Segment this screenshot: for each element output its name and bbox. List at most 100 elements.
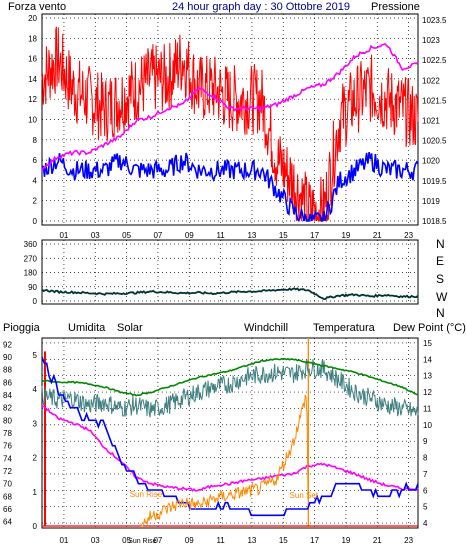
- wind-tick-label: 8: [33, 136, 38, 145]
- graph-title: 24 hour graph day : 30 Ottobre 2019: [172, 1, 350, 13]
- hour-tick-label: 23: [404, 231, 413, 240]
- hour-tick-label: 15: [279, 536, 288, 545]
- humidity-tick-label: 66: [3, 505, 12, 514]
- temperature-tick-label: 8: [423, 454, 428, 463]
- humidity-tick-label: 92: [3, 340, 12, 349]
- legend-temperature: Temperatura: [313, 322, 376, 334]
- wind-tick-label: 20: [28, 14, 37, 23]
- compass-label: N: [436, 306, 445, 320]
- pressure-tick-label: 1022.5: [422, 56, 447, 65]
- hour-tick-label: 17: [310, 536, 319, 545]
- pressure-tick-label: 1019: [422, 197, 440, 206]
- humidity-tick-label: 76: [3, 442, 12, 451]
- pressure-tick-label: 1021: [422, 117, 440, 126]
- wind-tick-label: 6: [33, 156, 38, 165]
- hour-tick-label: 13: [247, 231, 256, 240]
- humidity-tick-label: 84: [3, 391, 12, 400]
- pressure-tick-label: 1020.5: [422, 137, 447, 146]
- hour-tick-label: 21: [373, 536, 382, 545]
- legend-solar: Solar: [117, 322, 143, 334]
- direction-tick-label: 360: [24, 240, 38, 249]
- wind-pressure-chart: 0 2 4 6 8 10 12 14 16 18 20 1018.5 1019 1019.5 1020 102…: [28, 14, 447, 240]
- direction-tick-label: 180: [24, 269, 38, 278]
- temperature-tick-label: 10: [423, 421, 432, 430]
- legend-rain: Pioggia: [3, 322, 41, 334]
- pressure-tick-label: 1022: [422, 76, 440, 85]
- direction-tick-label: 90: [28, 283, 37, 292]
- hour-tick-label: 15: [279, 231, 288, 240]
- temperature-tick-label: 4: [423, 519, 428, 528]
- compass-label: N: [436, 237, 445, 251]
- wind-tick-label: 10: [28, 116, 37, 125]
- compass-label: E: [436, 254, 444, 268]
- temperature-tick-label: 12: [423, 388, 432, 397]
- pressure-tick-label: 1023.5: [422, 16, 447, 25]
- hour-tick-label: 23: [404, 536, 413, 545]
- humidity-tick-label: 82: [3, 404, 12, 413]
- humidity-tick-label: 74: [3, 454, 12, 463]
- temperature-tick-label: 5: [423, 503, 428, 512]
- temperature-tick-label: 11: [423, 404, 432, 413]
- gust-series: [41, 151, 419, 222]
- pressure-tick-label: 1023: [422, 36, 440, 45]
- weather-frame: [41, 337, 419, 529]
- direction-series: [41, 287, 419, 301]
- direction-tick-label: 0: [33, 297, 38, 306]
- temperature-tick-label: 7: [423, 470, 428, 479]
- temperature-tick-label: 6: [423, 486, 428, 495]
- temperature-tick-label: 15: [423, 339, 432, 348]
- hour-tick-label: 09: [185, 231, 194, 240]
- temperature-tick-label: 13: [423, 372, 432, 381]
- wind-axis-title: Forza vento: [8, 1, 66, 13]
- rain-tick-label: 2: [33, 454, 38, 463]
- hour-tick-label: 17: [310, 231, 319, 240]
- sunset-label: Sun Set: [290, 491, 319, 500]
- hour-tick-label: 01: [59, 536, 68, 545]
- hour-tick-label: 07: [153, 231, 162, 240]
- rain-bar: [44, 351, 46, 526]
- hour-tick-label: 01: [59, 231, 68, 240]
- humidity-tick-label: 64: [3, 518, 12, 527]
- rain-tick-label: 1: [33, 488, 38, 497]
- humidity-series: [41, 356, 419, 517]
- wind-series: [41, 26, 419, 222]
- hour-tick-label: 09: [185, 536, 194, 545]
- wind-tick-label: 18: [28, 34, 37, 43]
- rain-tick-label: 4: [33, 385, 38, 394]
- legend-dewpoint: Dew Point (°C): [393, 322, 466, 334]
- hour-tick-label: 03: [91, 231, 100, 240]
- pressure-series: [41, 42, 419, 171]
- wind-tick-label: 16: [28, 55, 37, 64]
- rain-tick-label: 5: [33, 351, 38, 360]
- pressure-axis-title: Pressione: [371, 1, 420, 13]
- humidity-tick-label: 72: [3, 467, 12, 476]
- hour-tick-label: 11: [216, 536, 225, 545]
- humidity-tick-label: 70: [3, 480, 12, 489]
- weather-chart: 6466687072747678808284868890920123454567…: [3, 338, 432, 545]
- wind-tick-label: 2: [33, 197, 38, 206]
- hour-tick-label: 19: [341, 231, 350, 240]
- hour-tick-label: 11: [216, 231, 225, 240]
- humidity-tick-label: 78: [3, 429, 12, 438]
- hour-tick-label: 13: [247, 536, 256, 545]
- humidity-tick-label: 86: [3, 378, 12, 387]
- humidity-tick-label: 90: [3, 353, 12, 362]
- windchill-series: [41, 359, 419, 418]
- rain-tick-label: 3: [33, 419, 38, 428]
- pressure-tick-label: 1019.5: [422, 177, 447, 186]
- hour-tick-label: 03: [91, 536, 100, 545]
- dewpoint-series: [41, 405, 419, 492]
- compass-label: W: [436, 290, 448, 304]
- hour-tick-label: 07: [153, 536, 162, 545]
- humidity-tick-label: 68: [3, 492, 12, 501]
- legend-humidity: Umidita: [68, 322, 106, 334]
- solar-series: [140, 394, 309, 527]
- humidity-tick-label: 88: [3, 366, 12, 375]
- hour-tick-label: 19: [341, 536, 350, 545]
- pressure-tick-label: 1018.5: [422, 217, 447, 226]
- pressure-tick-label: 1021.5: [422, 96, 447, 105]
- temperature-tick-label: 14: [423, 355, 432, 364]
- pressure-tick-label: 1020: [422, 157, 440, 166]
